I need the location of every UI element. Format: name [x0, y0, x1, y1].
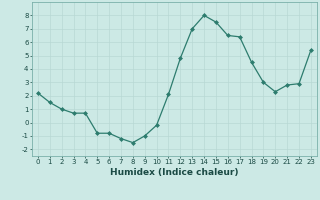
- X-axis label: Humidex (Indice chaleur): Humidex (Indice chaleur): [110, 168, 239, 177]
